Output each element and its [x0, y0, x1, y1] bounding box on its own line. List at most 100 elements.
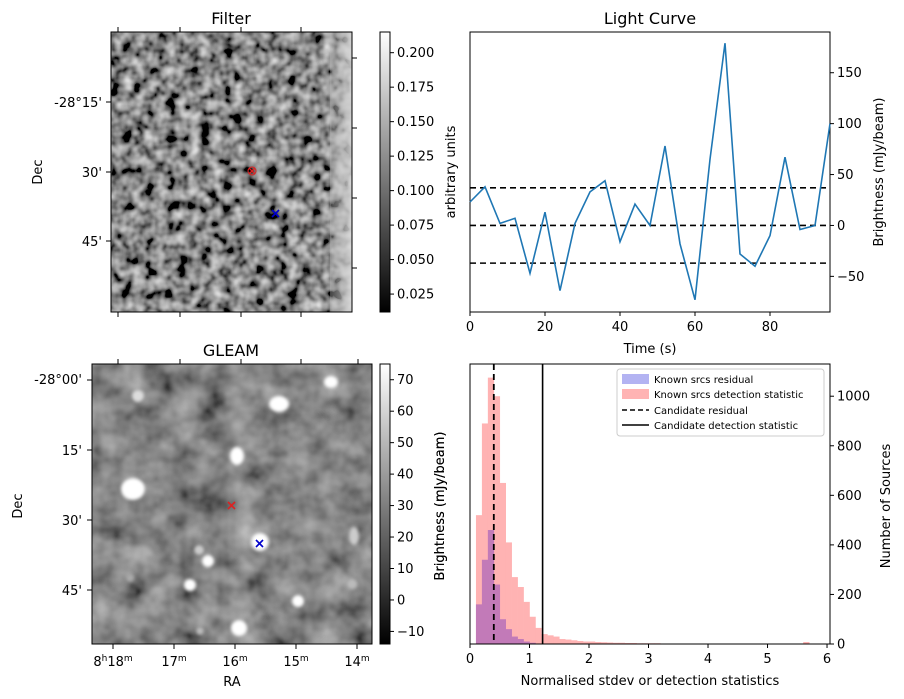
- lightcurve-panel: Light Curve 0 20 40 60 80 −50 0 50 100 150 Time …: [466, 9, 887, 357]
- histogram-detection-bar: [803, 642, 810, 644]
- histogram-ytick-label: 1000: [837, 390, 870, 405]
- gleam-xtick-label: 17m: [161, 654, 186, 670]
- histogram-detection-bar: [535, 627, 542, 644]
- colorbar-tick-label: 0.025: [397, 288, 434, 303]
- histogram-residual-bar: [511, 636, 518, 644]
- gleam-title: GLEAM: [203, 341, 259, 360]
- gleam-source: [202, 555, 214, 567]
- histogram-detection-bar: [577, 641, 584, 644]
- gleam-xtick-label: 8h18m: [93, 654, 132, 670]
- filter-ytick-label: -28°15': [54, 96, 102, 111]
- filter-ylabel: Dec: [31, 159, 46, 184]
- legend-label: Candidate detection statistic: [654, 421, 798, 432]
- histogram-ytick-label: 200: [837, 588, 862, 603]
- gleam-source: [196, 627, 204, 635]
- histogram-detection-bar: [565, 639, 572, 644]
- histogram-ytick-label: 800: [837, 439, 862, 454]
- lightcurve-axes-frame: [469, 31, 831, 313]
- gleam-source: [121, 478, 145, 500]
- histogram-xticks: 0 1 2 3 4 5 6: [466, 644, 831, 667]
- gleam-xlabel: RA: [223, 675, 241, 690]
- colorbar-tick-label: 20: [397, 531, 414, 546]
- gleam-source: [347, 579, 357, 589]
- histogram-residual-bar: [505, 629, 512, 644]
- histogram-xtick-label: 6: [823, 652, 831, 667]
- filter-title: Filter: [211, 9, 251, 28]
- lightcurve-ytick-label: 150: [837, 66, 862, 81]
- gleam-ytick-label: 30': [62, 514, 82, 529]
- histogram-detection-bar: [505, 542, 512, 644]
- lightcurve-xtick-label: 0: [466, 320, 474, 335]
- histogram-ytick-label: 600: [837, 489, 862, 504]
- gleam-ytick-label: -28°00': [34, 373, 82, 388]
- histogram-detection-bar: [589, 641, 596, 644]
- colorbar-tick-label: 70: [397, 373, 414, 388]
- lightcurve-ylabel: Brightness (mJy/beam): [872, 98, 887, 247]
- colorbar-tick-label: 30: [397, 499, 414, 514]
- histogram-detection-bar: [511, 577, 518, 644]
- legend-swatch-known-detection: [622, 389, 649, 399]
- histogram-detection-bar: [559, 639, 566, 644]
- histogram-yticks: 0 200 400 600 800 1000: [830, 390, 870, 653]
- gleam-source: [126, 574, 134, 582]
- gleam-source: [194, 545, 204, 555]
- histogram-detection-bar: [541, 634, 548, 644]
- gleam-source: [132, 390, 144, 402]
- filter-marker-red: [247, 166, 257, 176]
- histogram-residual-bar: [481, 559, 489, 644]
- colorbar-tick-label: 40: [397, 468, 414, 483]
- histogram-axes-frame: [469, 363, 831, 645]
- histogram-detection-bar: [475, 515, 483, 644]
- lightcurve-title: Light Curve: [604, 9, 696, 28]
- histogram-ytick-label: 400: [837, 538, 862, 553]
- lightcurve-ytick-label: −50: [837, 270, 864, 285]
- histogram-detection-bar: [493, 396, 501, 644]
- histogram-detection-bar: [517, 587, 524, 644]
- lightcurve-xticks: 0 20 40 60 80: [466, 312, 778, 335]
- histogram-detection-bar: [600, 642, 608, 644]
- lightcurve-xtick-label: 40: [612, 320, 629, 335]
- gleam-colorbar-ticks: −10 0 10 20 30 40 50 60 70: [390, 373, 424, 640]
- colorbar-tick-label: 0.175: [397, 81, 434, 96]
- histogram-detection-bar: [529, 616, 536, 644]
- gleam-source: [231, 620, 247, 636]
- colorbar-tick-label: 0.050: [397, 253, 434, 268]
- histogram-known-residual-bars: [475, 530, 536, 644]
- histogram-residual-bar: [499, 619, 507, 644]
- histogram-residual-bar: [529, 642, 536, 644]
- gleam-source: [269, 396, 289, 412]
- histogram-xtick-label: 2: [585, 652, 593, 667]
- lightcurve-xtick-label: 20: [537, 320, 554, 335]
- histogram-detection-bar: [594, 642, 602, 644]
- gleam-colorbar-label: Brightness (mJy/beam): [433, 432, 448, 581]
- histogram-xtick-label: 3: [644, 652, 652, 667]
- colorbar-tick-label: −10: [397, 625, 424, 640]
- filter-colorbar-ticks: 0.025 0.050 0.075 0.100 0.125 0.150 0.175 0.200: [390, 46, 434, 303]
- colorbar-tick-label: 50: [397, 436, 414, 451]
- filter-colorbar: [379, 31, 391, 313]
- histogram-xlabel: Normalised stdev or detection statistics: [521, 674, 780, 689]
- gleam-image-frame: [91, 363, 373, 645]
- legend-swatch-known-residual: [622, 374, 649, 384]
- colorbar-tick-label: 0.150: [397, 115, 434, 130]
- histogram-residual-bar: [493, 584, 501, 644]
- gleam-source: [349, 527, 359, 545]
- gleam-panel: GLEAM -28°00': [11, 341, 448, 690]
- colorbar-tick-label: 0.125: [397, 150, 434, 165]
- filter-ytick-label: 45': [82, 235, 102, 250]
- colorbar-tick-label: 0.075: [397, 219, 434, 234]
- histogram-residual-bar: [475, 604, 483, 644]
- histogram-xtick-label: 1: [525, 652, 533, 667]
- colorbar-tick-label: 0.200: [397, 46, 434, 61]
- gleam-xtick-labels: 8h18m 17m 16m 15m 14m: [93, 654, 369, 670]
- histogram-detection-bar: [547, 635, 554, 644]
- filter-ytick-label: 30': [82, 166, 102, 181]
- histogram-detection-bar: [499, 482, 507, 644]
- gleam-source: [230, 447, 244, 465]
- gleam-ytick-label: 15': [62, 444, 82, 459]
- histogram-detection-bar: [487, 377, 495, 644]
- gleam-xtick-label: 16m: [222, 654, 247, 670]
- lightcurve-xtick-label: 60: [687, 320, 704, 335]
- histogram-ylabel-right: Number of Sources: [879, 444, 894, 569]
